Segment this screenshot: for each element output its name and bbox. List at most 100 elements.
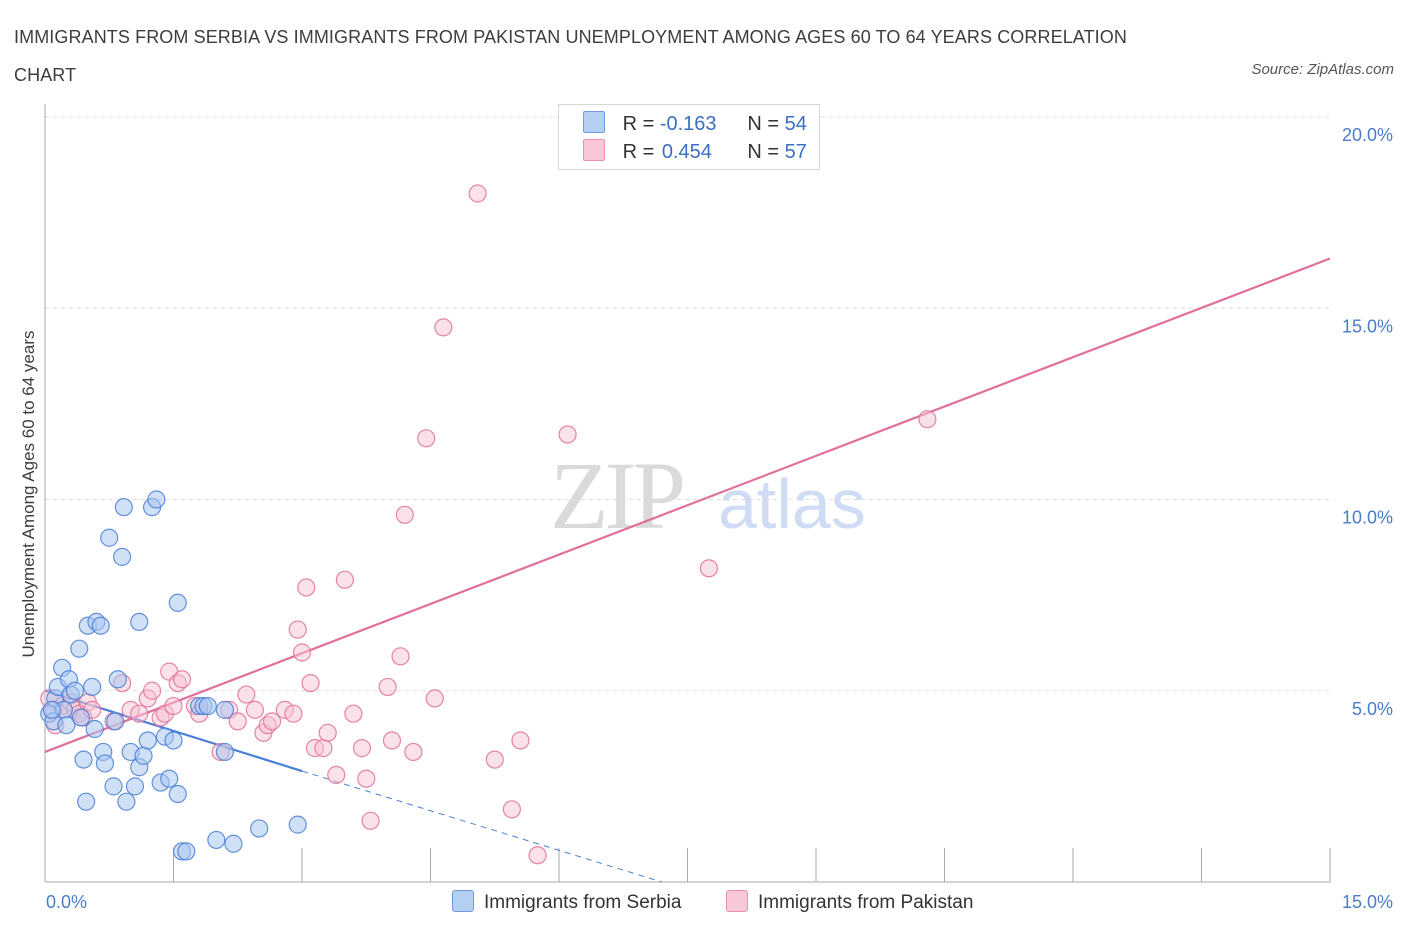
data-point-pakistan <box>344 704 363 723</box>
data-point-pakistan <box>292 643 312 662</box>
data-point-pakistan <box>172 670 192 689</box>
y-axis-title: Unemployment Among Ages 60 to 64 years <box>19 331 38 658</box>
data-point-pakistan <box>314 739 333 758</box>
watermark: ZIP atlas <box>550 442 866 549</box>
legend-label-pakistan: Immigrants from Pakistan <box>758 892 974 913</box>
data-point-pakistan <box>417 429 436 448</box>
stats-row-pakistan: R = 0.454 N = 57 <box>583 139 807 165</box>
data-point-pakistan <box>327 765 346 785</box>
label-layer: 5.0% 10.0% 15.0% 20.0% 0.0% 15.0% <box>46 125 1393 912</box>
serbia-swatch <box>583 111 605 133</box>
data-point-pakistan <box>237 685 256 704</box>
data-point-pakistan <box>357 769 376 788</box>
data-point-serbia <box>106 712 125 731</box>
pakistan-swatch <box>583 139 605 161</box>
data-point-pakistan <box>361 811 380 830</box>
data-point-serbia <box>70 639 89 658</box>
data-point-serbia <box>114 498 133 517</box>
data-point-pakistan <box>288 620 307 639</box>
grid-layer <box>45 116 1330 692</box>
data-point-pakistan <box>284 704 303 723</box>
data-point-serbia <box>198 696 217 716</box>
pakistan-legend-swatch <box>726 890 748 912</box>
n-value: 54 <box>784 113 807 135</box>
data-point-serbia <box>177 842 196 861</box>
data-point-pakistan <box>699 559 719 578</box>
trend-layer <box>44 257 1331 883</box>
data-point-serbia <box>130 612 149 632</box>
data-point-pakistan <box>528 846 547 865</box>
stats-legend: R = -0.163 N = 54 R = 0.454 N = 57 <box>558 104 820 170</box>
data-point-serbia <box>215 742 234 762</box>
data-point-pakistan <box>335 570 354 589</box>
data-point-pakistan <box>164 696 183 716</box>
data-point-serbia <box>95 754 115 773</box>
data-point-serbia <box>108 670 127 689</box>
data-point-serbia <box>168 784 187 804</box>
data-point-pakistan <box>228 712 247 731</box>
data-point-pakistan <box>245 700 264 719</box>
data-point-pakistan <box>485 750 504 769</box>
x-tick-label-max: 15.0% <box>1342 892 1393 912</box>
trend-extension-0 <box>301 770 662 883</box>
y-tick-label: 5.0% <box>1352 699 1393 719</box>
data-point-pakistan <box>142 681 162 700</box>
legend-item-serbia[interactable]: Immigrants from Serbia <box>452 890 681 914</box>
data-point-pakistan <box>434 318 453 337</box>
data-point-serbia <box>100 528 119 547</box>
data-point-pakistan <box>391 647 410 666</box>
data-point-serbia <box>134 746 153 765</box>
stats-row-serbia: R = -0.163 N = 54 <box>583 111 807 137</box>
data-point-serbia <box>168 593 187 612</box>
data-point-pakistan <box>301 673 320 693</box>
r-value: 0.454 <box>661 141 712 163</box>
source-label: Source: ZipAtlas.com <box>1251 61 1394 78</box>
y-tick-label: 15.0% <box>1342 316 1393 336</box>
data-point-serbia <box>164 731 183 750</box>
data-point-pakistan <box>382 731 402 750</box>
y-tick-label: 20.0% <box>1342 125 1393 145</box>
data-point-pakistan <box>404 742 423 762</box>
r-label: R = <box>622 113 655 135</box>
data-point-serbia <box>160 769 179 788</box>
data-point-serbia <box>125 777 145 796</box>
n-label: N = <box>747 113 780 135</box>
data-point-serbia <box>77 792 96 811</box>
data-point-pakistan <box>395 505 414 524</box>
legend-item-pakistan[interactable]: Immigrants from Pakistan <box>726 890 973 914</box>
data-point-serbia <box>65 681 85 700</box>
data-point-serbia <box>104 777 123 796</box>
data-point-pakistan <box>468 184 487 203</box>
data-point-serbia <box>42 700 61 719</box>
data-point-pakistan <box>130 704 149 723</box>
data-point-serbia <box>83 677 102 697</box>
data-point-pakistan <box>425 689 444 708</box>
data-point-serbia <box>224 834 243 853</box>
data-point-pakistan <box>352 739 372 758</box>
trend-line-1 <box>44 257 1331 753</box>
data-point-pakistan <box>318 723 337 742</box>
axis-layer <box>44 104 1331 883</box>
data-point-serbia <box>85 719 104 739</box>
data-point-pakistan <box>918 410 937 429</box>
data-point-serbia <box>74 750 93 769</box>
data-point-serbia <box>147 490 166 509</box>
data-point-pakistan <box>262 712 282 731</box>
data-point-pakistan <box>378 677 397 697</box>
y-tick-label: 10.0% <box>1342 508 1393 528</box>
x-tick-label-min: 0.0% <box>46 892 87 912</box>
data-point-serbia <box>138 731 157 750</box>
watermark-atlas: atlas <box>718 465 866 543</box>
n-value: 57 <box>784 141 807 163</box>
data-point-serbia <box>91 616 110 635</box>
data-point-pakistan <box>558 425 577 444</box>
legend-label-serbia: Immigrants from Serbia <box>484 892 682 913</box>
data-point-pakistan <box>502 800 521 819</box>
n-label: N = <box>747 141 780 163</box>
data-point-serbia <box>250 819 269 838</box>
data-point-serbia <box>57 716 76 735</box>
data-point-serbia <box>71 708 91 727</box>
chart-title: IMMIGRANTS FROM SERBIA VS IMMIGRANTS FRO… <box>14 27 1127 85</box>
points-layer <box>40 107 937 865</box>
